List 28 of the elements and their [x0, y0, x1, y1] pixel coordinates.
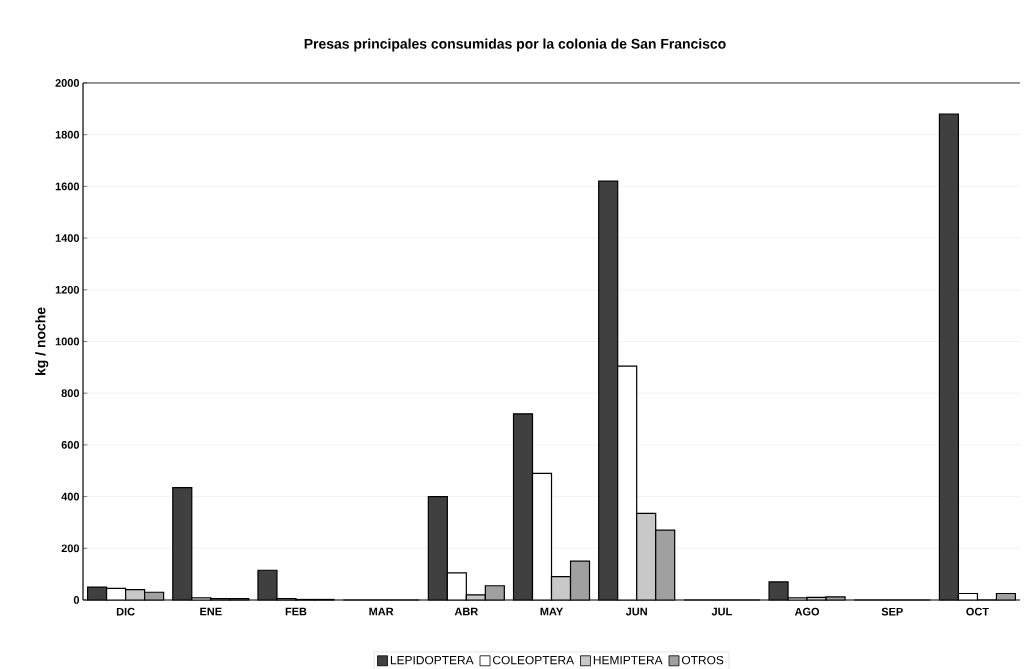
y-tick-label: 1400 — [55, 234, 80, 242]
x-tick-label: ENE — [200, 607, 222, 616]
legend-label: HEMIPTERA — [593, 655, 663, 665]
x-tick-label: DIC — [116, 607, 135, 616]
y-tick-label: 200 — [61, 544, 80, 553]
y-tick-label: 600 — [61, 441, 80, 449]
y-tick-label: 1200 — [55, 285, 80, 294]
chart-title: Presas principales consumidas por la colonia de San Francisco — [304, 38, 726, 52]
x-tick-label: SEP — [881, 607, 903, 616]
x-tick-label: JUL — [711, 607, 732, 616]
legend-label: LEPIDOPTERA — [390, 655, 474, 665]
y-tick-label: 2000 — [55, 79, 80, 87]
x-tick-label: AGO — [794, 607, 820, 616]
y-tick-label: 1600 — [55, 182, 80, 191]
x-tick-label: OCT — [966, 607, 989, 616]
x-tick-label: MAY — [540, 607, 564, 616]
legend-label: OTROS — [681, 655, 724, 665]
x-tick-label: MAR — [369, 607, 394, 616]
y-tick-label: 0 — [73, 596, 80, 604]
y-tick-label: 1000 — [55, 337, 80, 346]
x-tick-label: FEB — [285, 607, 307, 616]
legend-label: COLEOPTERA — [493, 655, 575, 665]
y-tick-label: 1800 — [55, 130, 80, 139]
x-tick-label: JUN — [625, 607, 647, 616]
y-axis-title: kg / noche — [35, 307, 49, 375]
y-tick-label: 400 — [61, 492, 80, 501]
x-tick-label: ABR — [454, 607, 478, 616]
y-tick-label: 800 — [61, 389, 80, 398]
